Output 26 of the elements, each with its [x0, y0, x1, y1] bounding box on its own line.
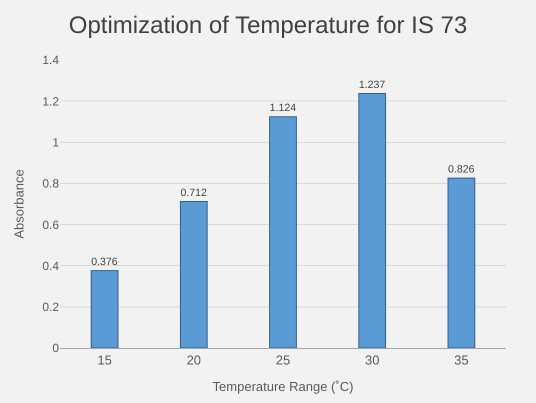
y-tick-label: 1	[52, 135, 60, 150]
chart-title: Optimization of Temperature for IS 73	[68, 12, 468, 39]
bar	[358, 93, 386, 348]
y-tick-label: 1.2	[42, 94, 60, 108]
y-tick-label: 1.4	[42, 53, 60, 68]
y-axis-title: Absorbance	[11, 169, 26, 239]
data-label: 0.712	[180, 186, 207, 199]
y-tick-label: 0.2	[42, 300, 60, 314]
y-tick-label: 0	[52, 341, 60, 356]
x-axis-title: Temperature Range (˚C)	[212, 379, 354, 394]
y-tick-label: 0.8	[42, 176, 60, 191]
y-tick-label: 0.6	[42, 218, 60, 232]
bar	[269, 116, 297, 348]
x-tick-label: 20	[186, 352, 202, 368]
data-label: 0.376	[91, 256, 118, 268]
x-tick-label: 35	[454, 352, 469, 368]
bar	[90, 270, 118, 348]
data-label: 1.237	[358, 78, 386, 91]
bar	[448, 178, 476, 348]
data-label: 0.826	[448, 163, 475, 176]
bar	[180, 201, 208, 348]
x-tick-label: 25	[276, 352, 290, 368]
y-tick-label: 0.4	[42, 258, 60, 273]
x-tick-label: 15	[97, 352, 112, 368]
x-tick-label: 30	[364, 352, 380, 368]
data-label: 1.124	[270, 102, 296, 114]
